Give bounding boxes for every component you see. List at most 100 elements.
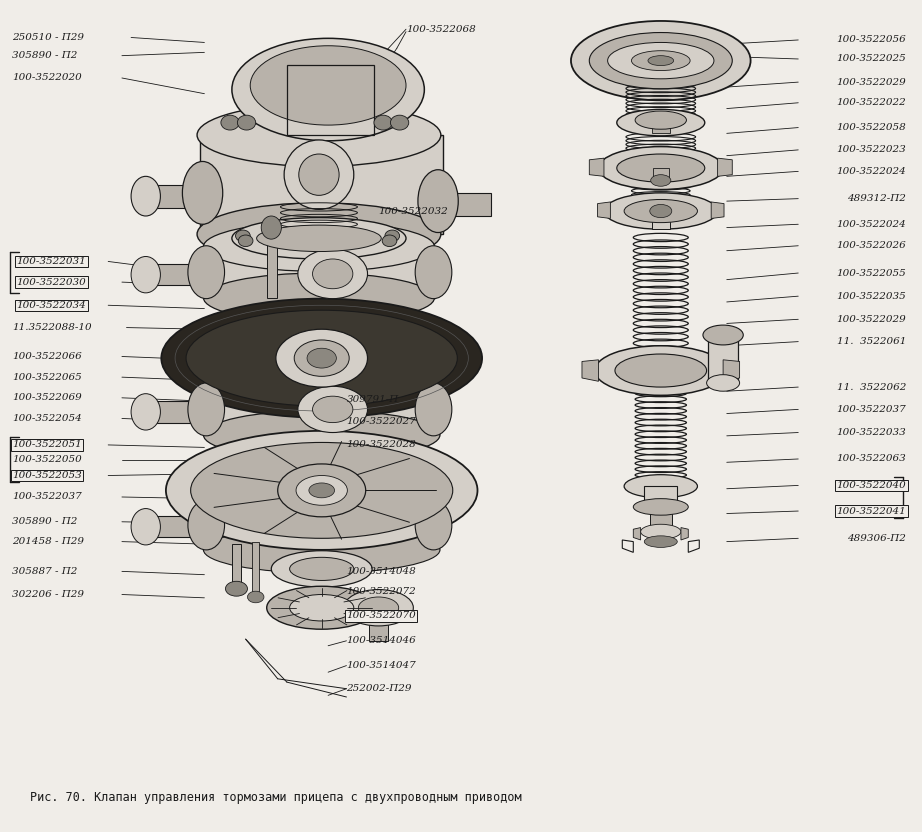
Text: 100-3522066: 100-3522066 (12, 352, 82, 361)
Polygon shape (717, 158, 732, 176)
Ellipse shape (617, 109, 704, 136)
Text: 201458 - П29: 201458 - П29 (12, 537, 84, 546)
Ellipse shape (385, 230, 399, 241)
Text: 309791-П: 309791-П (347, 395, 398, 404)
Ellipse shape (706, 374, 739, 391)
Text: 100-3522070: 100-3522070 (347, 612, 416, 621)
Text: Рис. 70. Клапан управления тормозами прицепа с двухпроводным приводом: Рис. 70. Клапан управления тормозами при… (30, 791, 522, 805)
Ellipse shape (624, 200, 697, 223)
Ellipse shape (131, 256, 160, 293)
Ellipse shape (632, 51, 690, 71)
Ellipse shape (204, 527, 440, 573)
Text: 100-3522026: 100-3522026 (836, 241, 906, 250)
Text: 100-3522023: 100-3522023 (836, 146, 906, 155)
Bar (266, 228, 277, 298)
Bar (653, 168, 669, 181)
Text: 100-3522034: 100-3522034 (17, 300, 87, 310)
Ellipse shape (298, 249, 368, 299)
Ellipse shape (615, 354, 706, 387)
Ellipse shape (131, 508, 160, 545)
Bar (370, 607, 387, 641)
Ellipse shape (204, 410, 440, 460)
Text: 100-3522024: 100-3522024 (836, 167, 906, 176)
Text: 11.  3522062: 11. 3522062 (837, 383, 906, 392)
Text: 489306-П2: 489306-П2 (847, 534, 906, 542)
Text: 100-3514048: 100-3514048 (347, 567, 416, 576)
Ellipse shape (191, 443, 453, 538)
Ellipse shape (359, 597, 398, 618)
Ellipse shape (290, 595, 354, 621)
Bar (145, 264, 205, 285)
Ellipse shape (644, 536, 678, 547)
Ellipse shape (131, 176, 160, 216)
Bar (652, 122, 670, 132)
Text: 11.  3522061: 11. 3522061 (837, 337, 906, 346)
Ellipse shape (235, 230, 250, 241)
Bar (203, 500, 439, 550)
Ellipse shape (247, 592, 264, 602)
Text: 100-3522027: 100-3522027 (347, 418, 416, 426)
Ellipse shape (648, 56, 674, 66)
Text: 100-3522050: 100-3522050 (12, 455, 82, 464)
Ellipse shape (604, 193, 717, 230)
Text: 100-3522063: 100-3522063 (836, 454, 906, 463)
Text: 100-3522065: 100-3522065 (12, 373, 82, 382)
Ellipse shape (261, 216, 281, 239)
Ellipse shape (309, 483, 335, 498)
Ellipse shape (186, 310, 457, 406)
Text: 11.3522088-10: 11.3522088-10 (12, 323, 91, 332)
Bar (650, 505, 672, 532)
Ellipse shape (307, 349, 337, 368)
Polygon shape (597, 202, 610, 219)
Ellipse shape (703, 325, 743, 345)
Ellipse shape (204, 222, 434, 271)
Text: 100-3522040: 100-3522040 (836, 481, 906, 490)
Ellipse shape (294, 340, 349, 376)
Text: 100-3522058: 100-3522058 (836, 123, 906, 132)
Text: 100-3522069: 100-3522069 (12, 394, 82, 403)
Text: 100-3522024: 100-3522024 (836, 220, 906, 229)
Bar (252, 542, 259, 598)
Ellipse shape (598, 146, 723, 190)
Ellipse shape (131, 394, 160, 430)
Text: 100-3522041: 100-3522041 (836, 507, 906, 516)
Ellipse shape (271, 551, 372, 587)
Text: 100-3522029: 100-3522029 (836, 77, 906, 87)
Ellipse shape (237, 115, 255, 130)
Ellipse shape (226, 582, 247, 597)
Ellipse shape (299, 154, 339, 196)
Ellipse shape (651, 175, 671, 186)
Ellipse shape (418, 170, 458, 232)
Ellipse shape (278, 464, 366, 517)
Ellipse shape (221, 115, 239, 130)
Text: 489312-П2: 489312-П2 (847, 194, 906, 203)
Text: 100-3522029: 100-3522029 (836, 314, 906, 324)
Text: 100-3522037: 100-3522037 (836, 405, 906, 414)
Text: 100-3522072: 100-3522072 (347, 587, 416, 596)
Ellipse shape (232, 38, 424, 141)
Text: 305890 - П2: 305890 - П2 (12, 52, 77, 60)
Ellipse shape (250, 46, 406, 125)
Polygon shape (681, 527, 689, 540)
Ellipse shape (298, 386, 368, 433)
Polygon shape (582, 359, 598, 381)
Text: 305890 - П2: 305890 - П2 (12, 518, 77, 527)
Text: 100-3522037: 100-3522037 (12, 493, 82, 502)
Ellipse shape (415, 500, 452, 550)
Ellipse shape (166, 431, 478, 550)
Ellipse shape (633, 498, 689, 515)
Ellipse shape (266, 587, 377, 629)
Polygon shape (633, 527, 641, 540)
Ellipse shape (197, 104, 441, 166)
Ellipse shape (641, 524, 681, 539)
Ellipse shape (256, 225, 382, 251)
Bar (287, 65, 374, 135)
Ellipse shape (374, 115, 392, 130)
Text: 100-3522022: 100-3522022 (836, 98, 906, 107)
Bar (205, 246, 435, 298)
Text: 305887 - П2: 305887 - П2 (12, 567, 77, 576)
Text: 100-3522030: 100-3522030 (17, 278, 87, 286)
Text: 100-3522032: 100-3522032 (379, 206, 448, 215)
Ellipse shape (188, 245, 225, 299)
Text: 302206 - П29: 302206 - П29 (12, 590, 84, 599)
